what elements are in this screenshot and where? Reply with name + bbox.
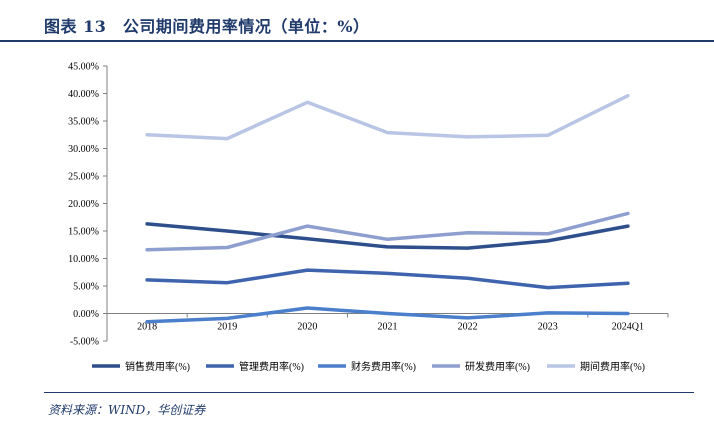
x-tick-label: 2020 <box>297 322 317 333</box>
y-tick-label: 15.00% <box>68 227 99 238</box>
series-line-2 <box>145 268 630 290</box>
y-tick-label: 35.00% <box>68 117 99 128</box>
figure-header: 图表 13 公司期间费用率情况（单位：%） <box>0 0 714 42</box>
x-tick-label: 2024Q1 <box>612 322 644 333</box>
y-axis: 45.00% 40.00% 35.00% 30.00% 25.00% 20.00% 15.0… <box>68 62 108 348</box>
figure-title: 图表 13 公司期间费用率情况（单位：%） <box>44 17 370 36</box>
y-tick-label: 20.00% <box>68 199 99 210</box>
y-tick-label: 25.00% <box>68 172 99 183</box>
series-line-1 <box>145 222 630 250</box>
y-tick-label: 0.00% <box>73 309 99 320</box>
source-divider <box>44 392 694 393</box>
y-tick-label: 30.00% <box>68 144 99 155</box>
source-note: 资料来源：WIND，华创证券 <box>48 403 206 417</box>
legend: 销售费用率(%) 管理费用率(%) 财务费用率(%) 研发费用率(%) 期间费用率(%) <box>92 360 645 373</box>
legend-label-1: 销售费用率(%) <box>125 360 190 373</box>
series-line-5 <box>145 93 630 141</box>
y-tick-label: 45.00% <box>68 62 99 73</box>
x-tick-label: 2019 <box>217 322 237 333</box>
x-tick-label: 2018 <box>137 322 157 333</box>
series-line-4 <box>145 211 630 252</box>
series-line-3 <box>145 306 630 324</box>
legend-label-3: 财务费用率(%) <box>351 360 416 373</box>
x-axis: 2018 2019 2020 2021 2022 2023 2024Q1 <box>106 313 669 333</box>
x-tick-label: 2021 <box>378 322 398 333</box>
y-tick-label: 40.00% <box>68 89 99 100</box>
series-lines <box>145 93 630 324</box>
x-tick-label: 2023 <box>538 322 558 333</box>
legend-label-2: 管理费用率(%) <box>239 360 304 373</box>
x-tick-label: 2022 <box>458 322 478 333</box>
legend-label-4: 研发费用率(%) <box>465 360 530 373</box>
y-tick-label: -5.00% <box>70 337 99 348</box>
legend-label-5: 期间费用率(%) <box>580 360 645 373</box>
y-tick-label: 10.00% <box>68 254 99 265</box>
y-tick-label: 5.00% <box>73 282 99 293</box>
